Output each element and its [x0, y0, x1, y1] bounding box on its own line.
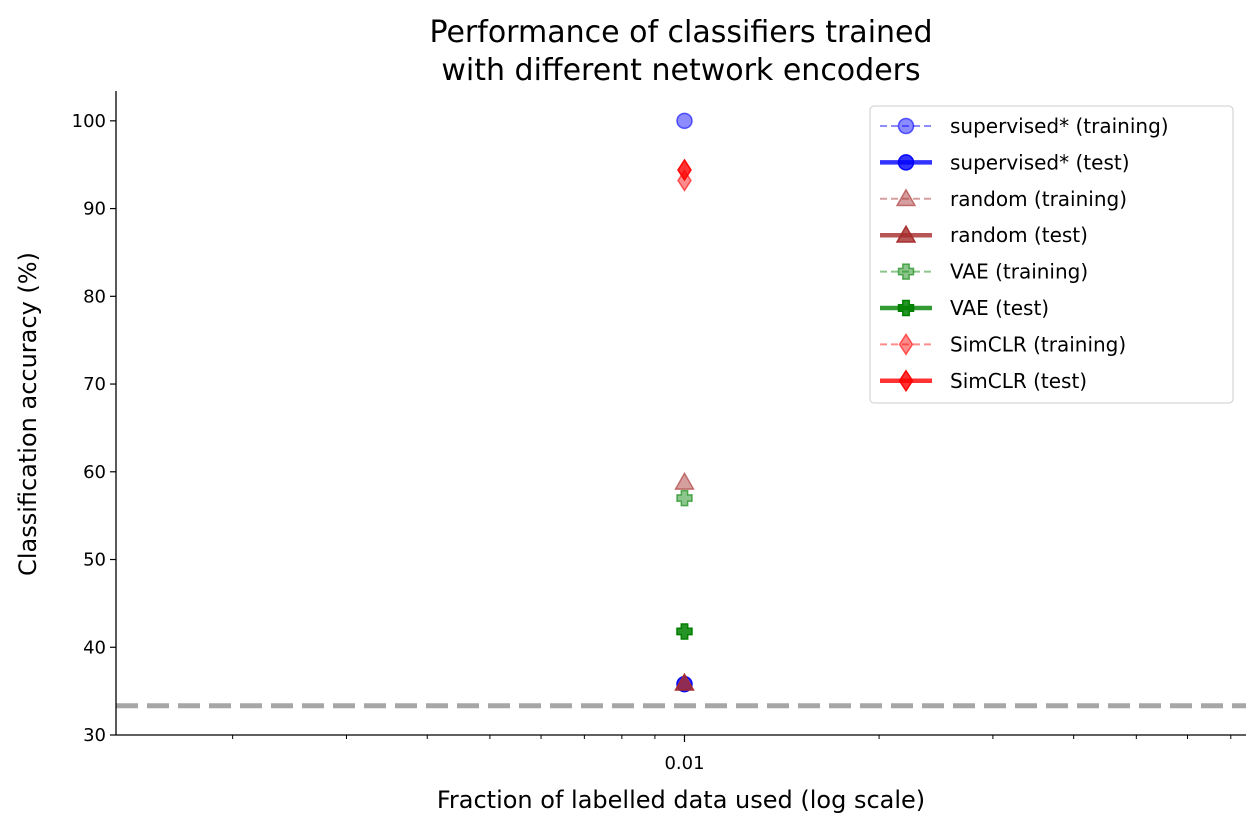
legend-label-6: VAE (test) [950, 296, 1049, 320]
legend-label-2: supervised* (test) [950, 150, 1130, 174]
data-point-5-1 [676, 489, 693, 507]
y-tick-label: 40 [83, 637, 106, 658]
x-ticks: 0.01 [232, 735, 1232, 774]
y-tick-label: 80 [83, 286, 106, 307]
legend-marker-5 [897, 263, 915, 280]
legend-marker-4 [895, 224, 917, 243]
plot-area [116, 112, 1246, 709]
legend-label-8: SimCLR (test) [950, 369, 1087, 393]
legend-label-1: supervised* (training) [950, 114, 1169, 138]
y-tick-label: 90 [83, 199, 106, 220]
legend-frame [869, 105, 1234, 404]
legend-marker-6 [897, 299, 915, 317]
data-point-8-1 [677, 158, 692, 182]
legend-label-5: VAE (training) [950, 260, 1088, 284]
y-axis-label: Classification accuracy (%) [14, 252, 42, 576]
y-ticks: 30 40 50 60 70 80 90 100 [72, 111, 116, 746]
data-point-4-1 [674, 672, 695, 691]
legend-marker-7 [898, 333, 914, 356]
data-point-6-1 [676, 623, 693, 640]
y-tick-label: 30 [83, 725, 106, 746]
data-point-1-1 [676, 112, 693, 130]
y-tick-label: 100 [72, 111, 106, 132]
legend-label-4: random (test) [950, 223, 1088, 247]
chart-title-line-1: Performance of classifiers trained [429, 15, 932, 50]
legend-marker-8 [898, 369, 914, 393]
legend-marker-1 [897, 117, 915, 135]
legend: supervised* (training) supervised* (test)… [869, 105, 1234, 404]
x-axis-label: Fraction of labelled data used (log scal… [437, 786, 925, 814]
legend-label-7: SimCLR (training) [950, 332, 1126, 356]
data-point-3-1 [674, 471, 695, 490]
chart-title-line-2: with different network encoders [441, 53, 920, 88]
legend-label-3: random (training) [950, 187, 1127, 211]
y-tick-label: 60 [83, 462, 106, 483]
x-tick-label: 0.01 [664, 753, 704, 774]
legend-marker-2 [897, 154, 915, 171]
y-tick-label: 70 [83, 374, 106, 395]
y-tick-label: 50 [83, 550, 106, 571]
legend-marker-3 [895, 188, 917, 207]
